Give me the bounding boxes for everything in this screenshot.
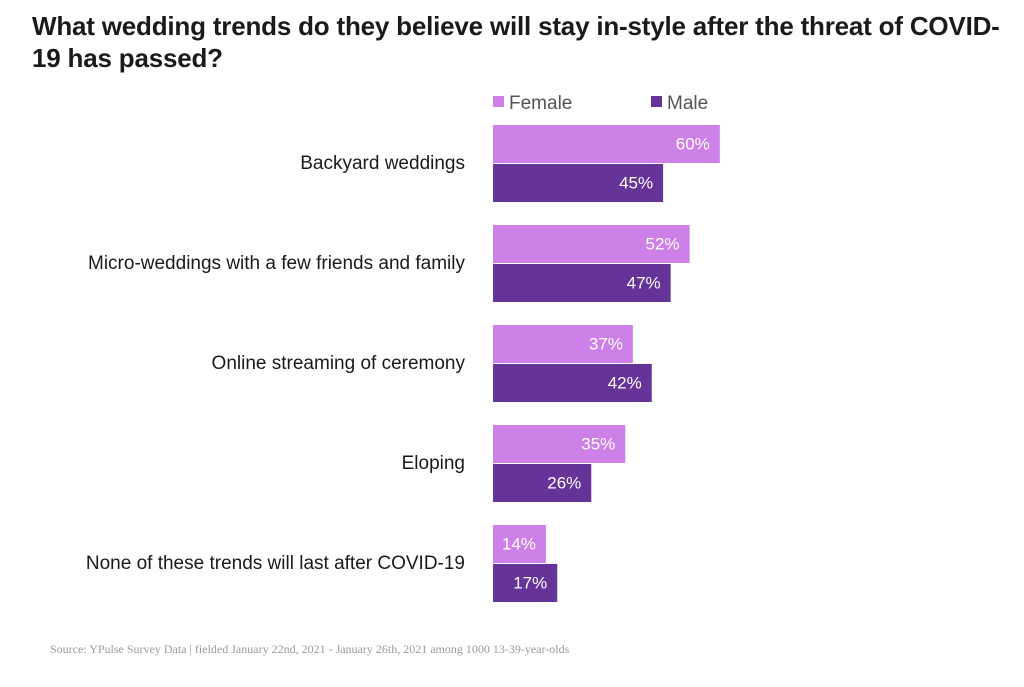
bar-male: [493, 464, 592, 502]
legend-label-female: Female: [509, 93, 572, 114]
data-label-female: 37%: [589, 334, 623, 353]
bar-female: [493, 325, 633, 363]
data-label-male: 47%: [627, 273, 661, 292]
bar-female: [493, 525, 546, 563]
category-label: Eloping: [402, 453, 465, 474]
data-label-female: 14%: [502, 534, 536, 553]
legend-swatch-male: [651, 96, 662, 107]
data-label-male: 26%: [547, 473, 581, 492]
data-label-male: 45%: [619, 173, 653, 192]
category-label: Backyard weddings: [300, 153, 465, 174]
bar-male: [493, 564, 558, 602]
data-label-female: 35%: [581, 434, 615, 453]
data-label-male: 42%: [608, 373, 642, 392]
data-label-female: 52%: [646, 234, 680, 253]
category-label: None of these trends will last after COV…: [86, 553, 465, 574]
bar-female: [493, 125, 720, 163]
category-label: Micro-weddings with a few friends and fa…: [88, 253, 465, 274]
legend-swatch-female: [493, 96, 504, 107]
category-label: Online streaming of ceremony: [212, 353, 466, 374]
chart-title: What wedding trends do they believe will…: [32, 11, 1000, 73]
bar-female: [493, 225, 690, 263]
bar-female: [493, 425, 626, 463]
data-label-male: 17%: [513, 573, 547, 592]
legend-label-male: Male: [667, 93, 708, 114]
source-note: Source: YPulse Survey Data | fielded Jan…: [50, 642, 570, 656]
bar-male: [493, 364, 652, 402]
data-label-female: 60%: [676, 134, 710, 153]
bar-male: [493, 264, 671, 302]
bar-male: [493, 164, 664, 202]
